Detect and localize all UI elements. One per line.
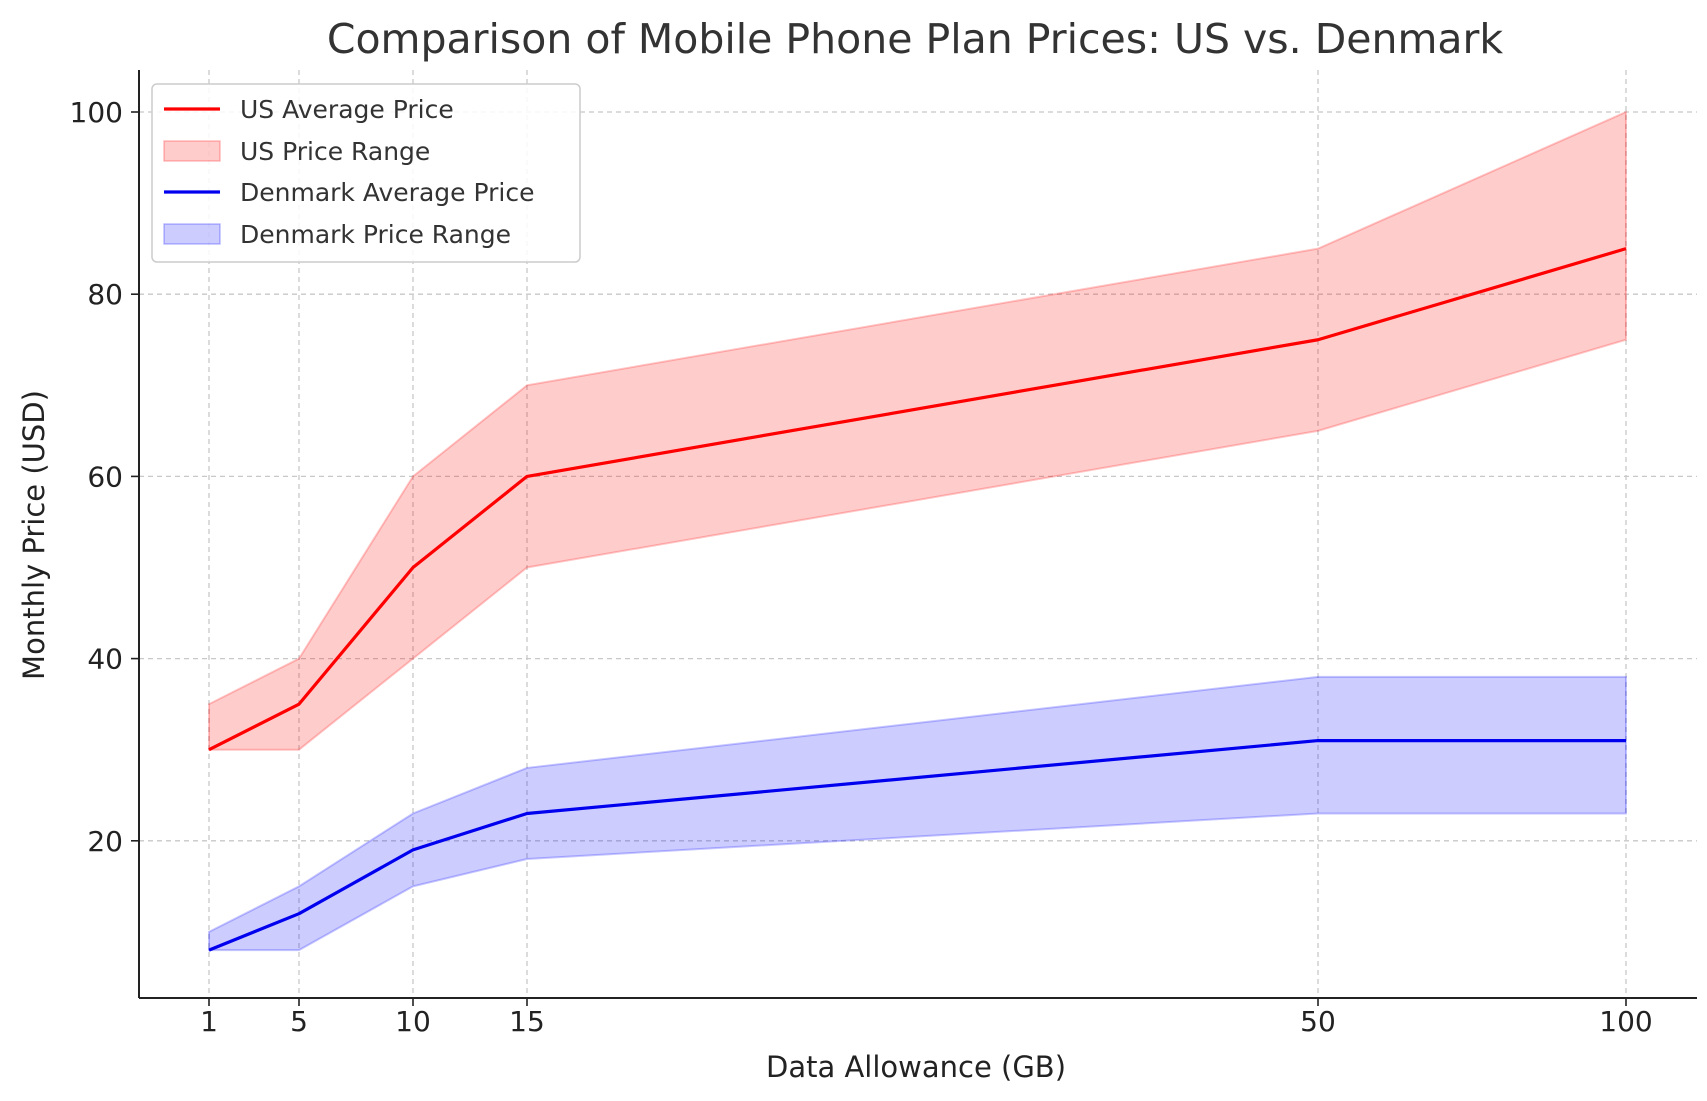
legend-label-us-average-price: US Average Price — [240, 95, 454, 124]
y-tick-label-20: 20 — [87, 825, 123, 858]
y-tick-label-40: 40 — [87, 643, 123, 676]
axes — [138, 70, 1697, 999]
band-us-price-range — [208, 110, 1627, 751]
legend: US Average Price US Price Range Denmark Av… — [151, 83, 581, 263]
average-price-lines — [208, 247, 1627, 952]
x-tick-label-50: 50 — [1300, 1005, 1336, 1038]
legend-label-denmark-price-range: Denmark Price Range — [240, 220, 511, 249]
line-us-average-price — [208, 247, 1627, 752]
x-tick-label-5: 5 — [290, 1005, 308, 1038]
chart-title: Comparison of Mobile Phone Plan Prices: … — [327, 15, 1504, 63]
x-tick-label-10: 10 — [395, 1005, 431, 1038]
legend-swatch-denmark-price-range — [163, 223, 221, 245]
y-axis-label: Monthly Price (USD) — [17, 390, 51, 680]
y-tick-label-80: 80 — [87, 278, 123, 311]
x-tick-label-15: 15 — [509, 1005, 545, 1038]
legend-label-denmark-average-price: Denmark Average Price — [240, 178, 534, 207]
legend-label-us-price-range: US Price Range — [240, 137, 430, 166]
line-denmark-average-price — [208, 738, 1626, 952]
y-tick-label-100: 100 — [70, 96, 123, 129]
x-axis-label: Data Allowance (GB) — [766, 1050, 1066, 1084]
x-tick-label-1: 1 — [200, 1005, 218, 1038]
band-denmark-price-range — [208, 675, 1627, 952]
x-tick-label-100: 100 — [1599, 1005, 1652, 1038]
legend-swatch-us-price-range — [163, 140, 221, 162]
y-tick-label-60: 60 — [87, 460, 123, 493]
legend-box — [151, 83, 581, 263]
